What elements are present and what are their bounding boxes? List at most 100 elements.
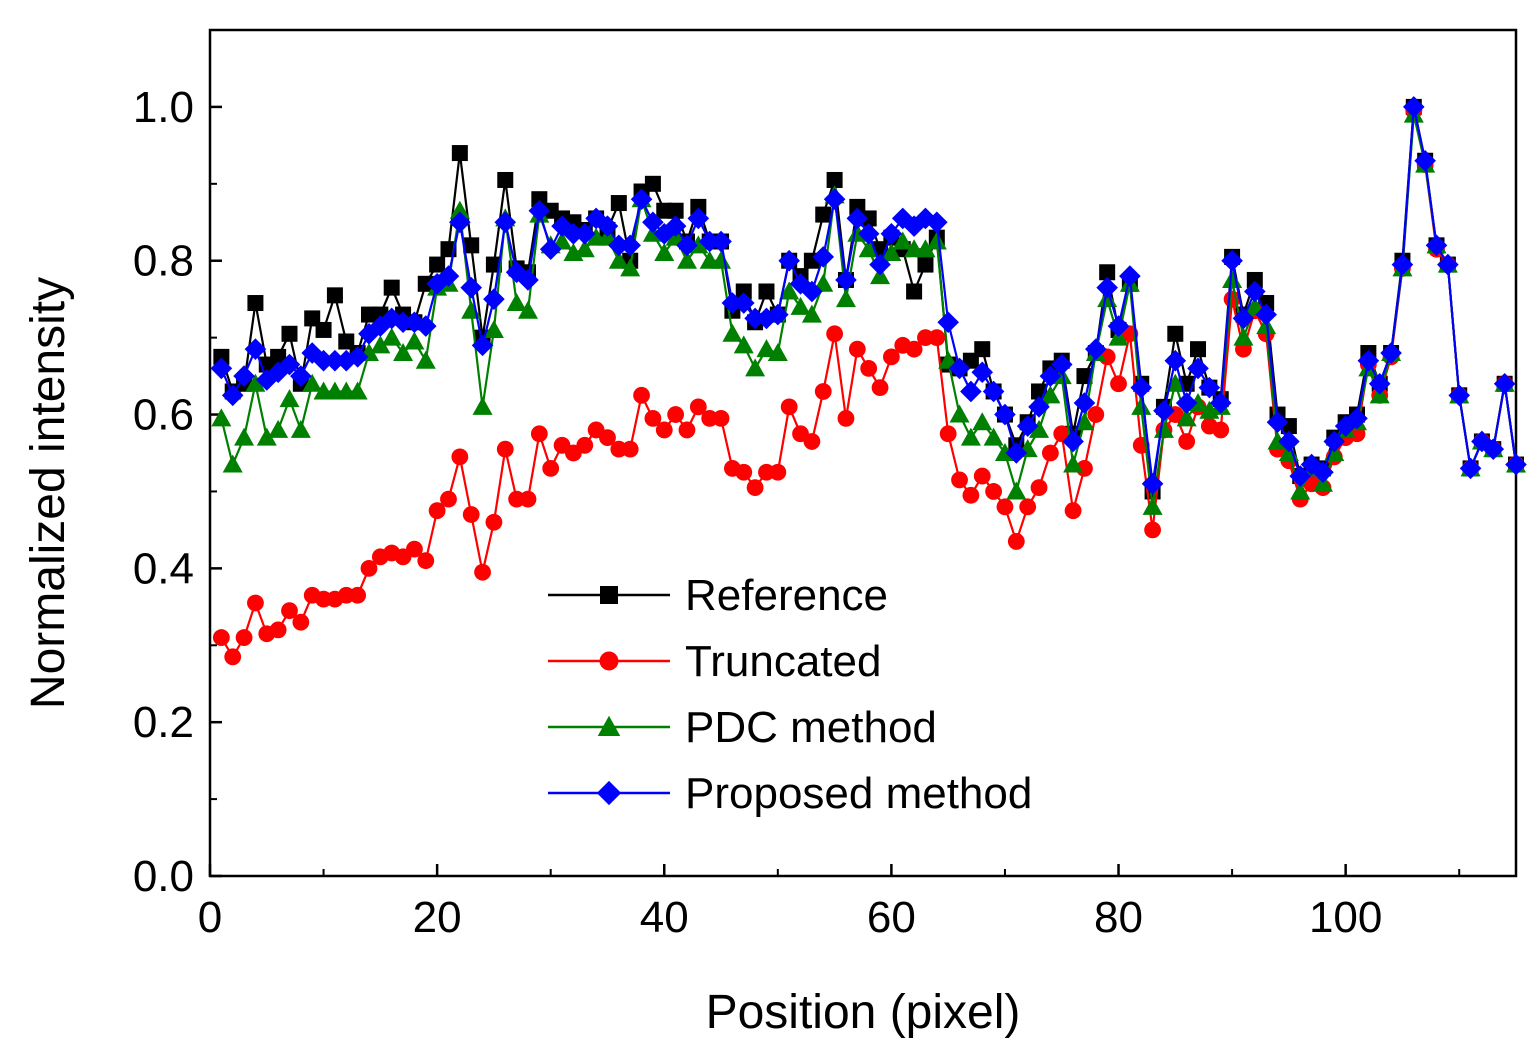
data-point <box>270 348 287 365</box>
data-point <box>1357 349 1380 372</box>
data-point <box>1050 353 1073 376</box>
data-point <box>451 145 468 162</box>
data-point <box>1448 384 1471 407</box>
data-point <box>562 223 585 245</box>
data-point <box>654 243 675 262</box>
data-point <box>1040 385 1061 404</box>
data-point <box>667 202 684 219</box>
data-point <box>483 288 505 310</box>
data-point <box>756 339 777 358</box>
y-tick-label: 0.2 <box>133 698 194 747</box>
data-point <box>539 238 562 260</box>
data-point <box>496 440 514 458</box>
data-point <box>1425 234 1448 257</box>
data-point <box>1175 392 1198 414</box>
x-tick-label: 40 <box>640 893 689 942</box>
data-point <box>404 331 425 350</box>
data-point <box>758 283 775 300</box>
data-point <box>620 258 641 277</box>
data-point <box>234 427 255 446</box>
data-point <box>881 243 902 262</box>
data-point <box>937 311 959 334</box>
data-point <box>1142 496 1163 515</box>
series-line <box>220 113 1518 508</box>
x-tick-label: 100 <box>1309 893 1382 942</box>
data-point <box>574 239 595 258</box>
data-point <box>211 408 232 427</box>
data-point <box>210 357 233 380</box>
data-point <box>1119 265 1141 287</box>
data-point <box>1346 407 1368 430</box>
data-point <box>846 207 869 230</box>
data-point <box>735 463 753 481</box>
data-point <box>835 289 856 308</box>
legend-marker <box>596 780 622 806</box>
data-point <box>358 322 380 345</box>
legend-label: Truncated <box>685 637 881 686</box>
data-point <box>871 379 889 397</box>
data-point <box>281 325 298 342</box>
data-point <box>1266 411 1289 434</box>
y-tick-label: 0.4 <box>133 544 194 593</box>
data-point <box>1074 412 1095 431</box>
data-point <box>451 448 469 466</box>
data-point <box>917 256 934 273</box>
data-point <box>1190 341 1207 358</box>
data-point <box>973 467 991 485</box>
data-point <box>370 335 391 354</box>
data-point <box>428 502 446 520</box>
x-tick-label: 20 <box>413 893 462 942</box>
data-point <box>483 319 504 338</box>
data-point <box>1130 376 1153 399</box>
data-point <box>972 412 993 431</box>
data-point <box>392 311 414 334</box>
data-point <box>1312 461 1334 484</box>
data-point <box>621 440 639 458</box>
data-point <box>1471 430 1493 453</box>
data-point <box>576 436 594 454</box>
data-point <box>985 483 1002 500</box>
data-point <box>494 211 517 234</box>
data-point <box>690 198 707 215</box>
data-point <box>417 275 434 292</box>
data-point <box>346 346 369 368</box>
data-point <box>1005 442 1028 464</box>
data-point <box>780 398 798 416</box>
data-point <box>710 230 732 253</box>
data-point <box>1289 465 1312 487</box>
data-point <box>746 479 764 497</box>
data-point <box>528 199 551 222</box>
data-point <box>417 552 435 570</box>
data-point <box>506 293 527 312</box>
data-point <box>449 200 470 219</box>
data-point <box>247 594 264 612</box>
data-point <box>1278 430 1300 453</box>
data-point <box>302 373 323 392</box>
data-point <box>733 335 754 354</box>
data-point <box>644 175 661 192</box>
data-point <box>823 188 846 210</box>
data-point <box>1144 521 1161 539</box>
data-point <box>1380 342 1402 364</box>
data-point <box>429 256 446 273</box>
data-point <box>848 340 866 358</box>
data-point <box>974 341 991 358</box>
data-point <box>835 269 857 291</box>
data-point <box>732 292 755 314</box>
data-point <box>951 471 968 489</box>
data-point <box>463 237 480 254</box>
data-point <box>326 287 343 304</box>
data-point <box>1255 303 1277 326</box>
data-point <box>1414 149 1436 172</box>
data-point <box>667 406 685 423</box>
data-point <box>882 348 900 366</box>
data-point <box>1209 392 1232 414</box>
data-point <box>689 398 707 416</box>
data-point <box>1459 457 1482 480</box>
data-point <box>880 223 903 245</box>
data-point <box>1246 271 1263 288</box>
y-axis-ticks: 0.0 0.2 0.4 0.6 0.8 1.0 <box>133 29 222 901</box>
data-point <box>860 360 878 377</box>
x-tick-label: 80 <box>1094 893 1143 942</box>
